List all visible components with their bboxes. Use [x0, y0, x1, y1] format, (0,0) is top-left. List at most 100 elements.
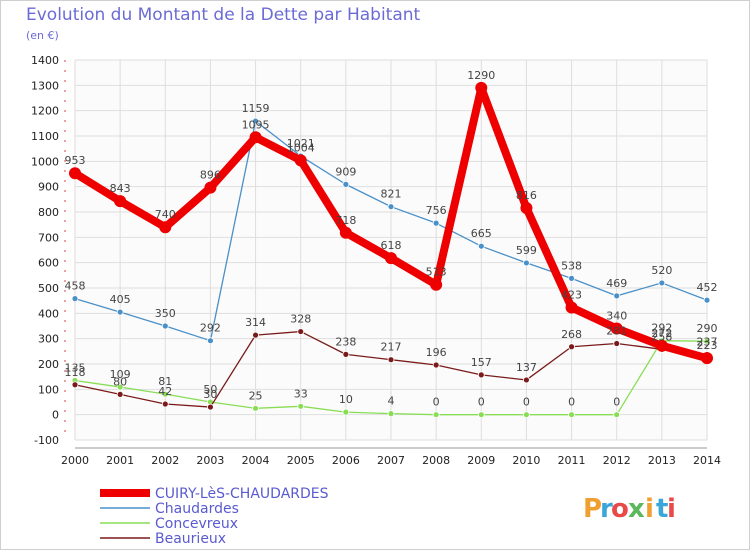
- data-label-0: 740: [155, 208, 176, 221]
- series-point-3: [387, 356, 395, 364]
- series-point-3: [568, 343, 575, 351]
- data-label-0: 843: [110, 182, 131, 195]
- data-label-3: 118: [65, 366, 86, 379]
- data-label-3: 196: [426, 346, 447, 359]
- data-label-0: 1290: [467, 69, 495, 82]
- data-label-1: 538: [561, 259, 582, 272]
- series-point-1: [116, 308, 124, 316]
- legend: CUIRY-LèS-CHAUDARDESChaudardesConcevreux…: [100, 486, 329, 547]
- brand-letter: P: [583, 494, 602, 524]
- brand-letter: i: [667, 494, 676, 524]
- series-point-1: [207, 337, 214, 345]
- y-tick-label: 0: [52, 409, 59, 422]
- series-point-2: [161, 390, 169, 398]
- series-point-0: [430, 278, 443, 291]
- series-point-2: [703, 337, 711, 345]
- series-point-2: [116, 383, 124, 391]
- data-label-0: 953: [65, 154, 86, 167]
- x-tick-label: 2007: [377, 454, 405, 467]
- data-label-2: 0: [478, 396, 485, 409]
- series-point-2: [297, 402, 305, 410]
- data-label-2: 50: [203, 383, 217, 396]
- data-label-0: 340: [606, 310, 627, 323]
- data-label-0: 423: [561, 289, 582, 302]
- series-point-3: [252, 331, 259, 339]
- series-point-1: [252, 117, 259, 125]
- data-label-1: 1159: [242, 102, 270, 115]
- series-point-3: [161, 400, 169, 408]
- series-point-1: [658, 279, 666, 287]
- data-label-1: 452: [697, 281, 718, 294]
- data-label-2: 0: [613, 396, 620, 409]
- series-point-3: [613, 340, 621, 347]
- series-point-3: [477, 371, 485, 379]
- chart-subtitle: (en €): [26, 29, 59, 42]
- x-tick-label: 2009: [467, 454, 495, 467]
- series-point-2: [252, 404, 259, 412]
- data-label-3: 80: [113, 375, 127, 388]
- x-tick-label: 2003: [196, 454, 224, 467]
- x-tick-label: 2014: [693, 454, 721, 467]
- y-tick-label: 300: [38, 333, 59, 346]
- data-label-3: 42: [158, 385, 172, 398]
- series-point-0: [159, 221, 172, 234]
- data-label-2: 4: [388, 395, 395, 408]
- series-point-0: [249, 131, 262, 144]
- y-tick-label: 400: [38, 307, 59, 320]
- series-point-2: [432, 411, 440, 419]
- data-label-1: 1021: [287, 137, 315, 150]
- y-tick-label: 1100: [31, 130, 59, 143]
- series-point-1: [477, 242, 485, 250]
- data-label-0: 816: [516, 189, 537, 202]
- legend-label-3: Beaurieux: [155, 531, 226, 547]
- data-label-1: 909: [335, 165, 356, 178]
- y-tick-label: 800: [38, 206, 59, 219]
- series-point-0: [565, 301, 578, 314]
- data-label-2: 81: [158, 375, 172, 388]
- data-label-2: 25: [249, 389, 263, 402]
- chart-title: Evolution du Montant de la Dette par Hab…: [26, 5, 421, 25]
- series-point-0: [610, 322, 623, 335]
- data-label-1: 821: [381, 188, 402, 201]
- data-label-1: 469: [606, 277, 627, 290]
- y-tick-label: 1000: [31, 155, 59, 168]
- series-point-3: [116, 390, 124, 398]
- data-label-0: 896: [200, 169, 221, 182]
- brand-letter: o: [611, 494, 629, 524]
- series-point-0: [204, 181, 217, 194]
- series-point-1: [71, 295, 79, 303]
- data-label-0: 1004: [287, 141, 315, 154]
- series-point-3: [297, 328, 305, 335]
- data-label-3: 217: [381, 341, 402, 354]
- series-point-3: [71, 381, 79, 389]
- data-label-3: 238: [335, 335, 356, 348]
- data-label-1: 599: [516, 244, 537, 257]
- x-tick-label: 2008: [422, 454, 450, 467]
- data-label-0: 718: [335, 214, 356, 227]
- series-point-3: [523, 376, 530, 384]
- data-label-1: 665: [471, 227, 492, 240]
- series-point-3: [207, 403, 214, 411]
- series-point-1: [387, 203, 395, 211]
- data-label-3: 328: [290, 313, 311, 326]
- series-point-0: [69, 167, 81, 180]
- series-layer: [69, 81, 713, 419]
- data-label-1: 350: [155, 307, 176, 320]
- grid-lines: [74, 59, 708, 441]
- y-tick-label: 700: [38, 231, 59, 244]
- x-tick-label: 2012: [603, 454, 631, 467]
- brand-letter: t: [656, 494, 668, 524]
- series-point-1: [432, 219, 440, 227]
- data-label-3: 258: [651, 330, 672, 343]
- legend-label-1: Chaudardes: [155, 501, 239, 517]
- series-point-2: [342, 408, 350, 416]
- data-label-0: 618: [381, 239, 402, 252]
- data-label-2: 0: [568, 396, 575, 409]
- x-tick-label: 2002: [151, 454, 179, 467]
- y-tick-label: -100: [34, 434, 59, 447]
- x-tick-label: 2006: [332, 454, 360, 467]
- data-label-3: 281: [606, 324, 627, 337]
- x-tick-label: 2004: [242, 454, 270, 467]
- series-point-1: [613, 292, 621, 300]
